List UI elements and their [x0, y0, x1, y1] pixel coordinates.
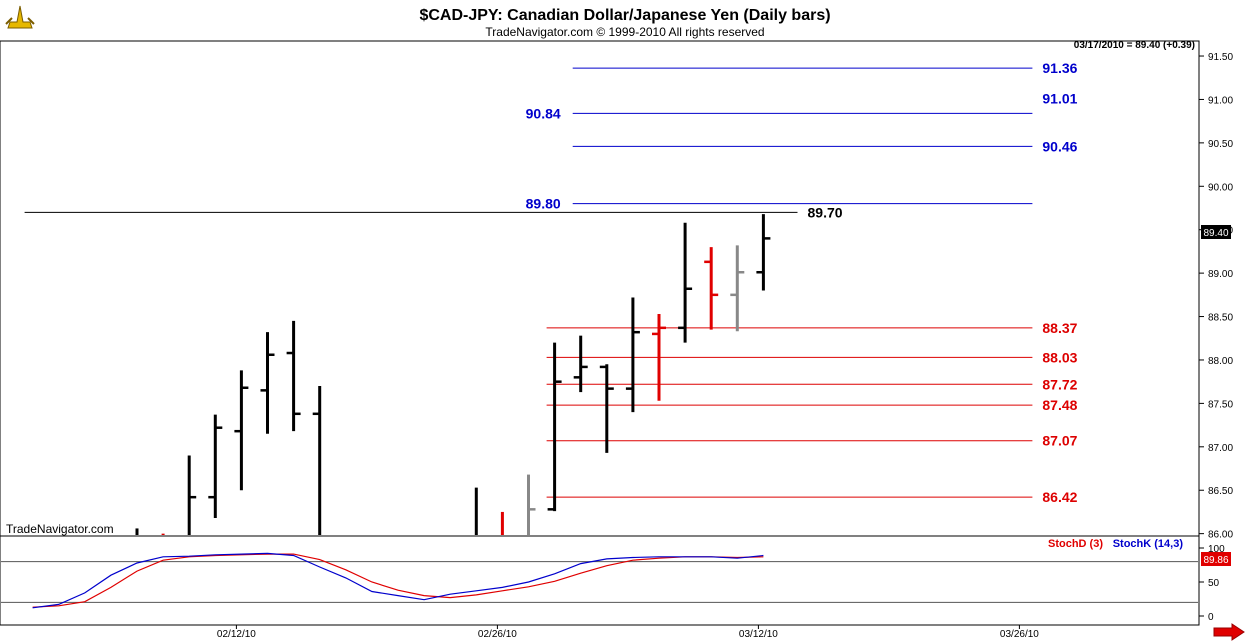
level-label: 90.84: [526, 105, 561, 121]
level-label: 88.37: [1042, 320, 1077, 336]
price-axis: 91.5091.0090.5090.0089.5089.0088.5088.00…: [1199, 52, 1233, 541]
price-tick-label: 90.50: [1208, 139, 1233, 150]
chart-title: $CAD-JPY: Canadian Dollar/Japanese Yen (…: [419, 7, 830, 24]
price-tick-label: 88.00: [1208, 356, 1233, 367]
last-price-tag-bg: [1201, 225, 1231, 239]
price-tick-label: 91.50: [1208, 52, 1233, 63]
date-tick-label: 03/12/10: [739, 629, 778, 640]
stoch-tick-label: 50: [1208, 578, 1220, 589]
date-tick-label: 02/12/10: [217, 629, 256, 640]
last-price-tag: 89.40: [1203, 228, 1228, 239]
price-tick-label: 86.50: [1208, 486, 1233, 497]
scroll-right-arrow-icon[interactable]: [1213, 623, 1245, 641]
price-tick-label: 90.00: [1208, 182, 1233, 193]
watermark: TradeNavigator.com: [6, 522, 114, 536]
level-label: 87.72: [1042, 376, 1077, 392]
date-tick-label: 02/26/10: [478, 629, 517, 640]
price-tick-label: 88.50: [1208, 313, 1233, 324]
level-label: 89.70: [808, 204, 843, 220]
stochk-label: StochK (14,3): [1113, 538, 1184, 550]
level-label: 91.01: [1042, 91, 1077, 107]
level-label: 88.03: [1042, 349, 1077, 365]
stoch-tick-label: 0: [1208, 612, 1214, 623]
chart-subtitle: TradeNavigator.com © 1999-2010 All right…: [485, 25, 764, 39]
ohlc-bars: [135, 214, 771, 535]
date-tick-label: 03/26/10: [1000, 629, 1039, 640]
level-label: 89.80: [526, 196, 561, 212]
support-resistance-levels: 91.36 90.84 91.01 90.46 89.80 89.70 88.37 88.03…: [24, 60, 1078, 505]
stochd-label: StochD (3): [1048, 538, 1103, 550]
stochastic-lines: 100 50 0: [1, 544, 1225, 623]
level-label: 87.48: [1042, 397, 1077, 413]
price-readout: 03/17/2010 = 89.40 (+0.39): [1074, 40, 1195, 51]
stochastic-panel: [0, 535, 1200, 626]
date-axis: 02/12/10 02/26/10 03/12/10 03/26/10: [0, 624, 1199, 640]
price-tick-label: 86.00: [1208, 530, 1233, 541]
level-label: 87.07: [1042, 433, 1077, 449]
stochd-line: [32, 553, 764, 608]
logo-icon: [5, 5, 35, 29]
level-label: 86.42: [1042, 489, 1077, 505]
stoch-tick-label: 100: [1208, 544, 1225, 555]
price-tick-label: 91.00: [1208, 95, 1233, 106]
stoch-value-tag-bg: [1201, 552, 1231, 566]
price-tick-label: 87.50: [1208, 399, 1233, 410]
price-tick-label: 89.00: [1208, 269, 1233, 280]
level-label: 91.36: [1042, 60, 1077, 76]
stochk-line: [32, 552, 764, 609]
price-panel: [0, 40, 1200, 537]
stoch-value-tag: 89.86: [1203, 555, 1228, 566]
level-label: 90.46: [1042, 138, 1077, 154]
price-tick-label: 87.00: [1208, 443, 1233, 454]
